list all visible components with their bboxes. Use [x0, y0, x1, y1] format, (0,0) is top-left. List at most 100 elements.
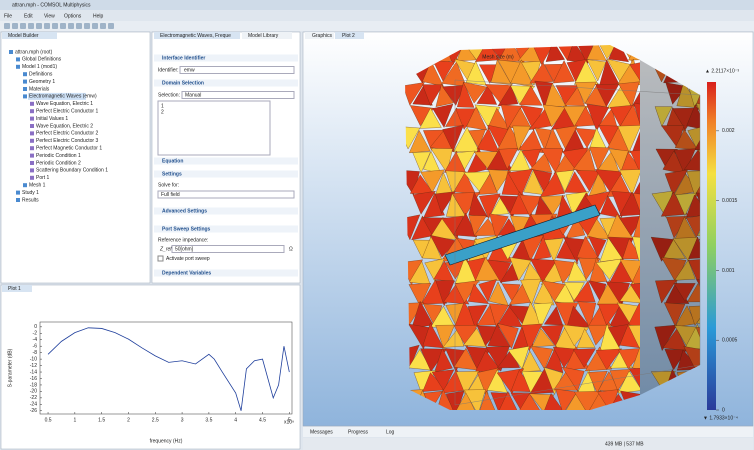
- tree-item[interactable]: Definitions: [29, 72, 53, 78]
- tab[interactable]: [2, 32, 57, 39]
- mesh-triangle: [573, 348, 596, 368]
- tree-item[interactable]: Model 1 (mod1): [22, 64, 57, 70]
- tree-item[interactable]: Electromagnetic Waves (emw): [29, 94, 97, 100]
- mesh-triangle: [630, 148, 640, 172]
- mesh-triangle: [632, 345, 640, 373]
- mesh-triangle: [405, 214, 421, 241]
- tab[interactable]: [2, 285, 32, 292]
- tree-item[interactable]: Periodic Condition 2: [36, 160, 81, 166]
- tree-item[interactable]: Perfect Electric Conductor 3: [36, 138, 98, 144]
- tree-item[interactable]: Geometry 1: [29, 79, 55, 85]
- tree-item[interactable]: Study 1: [22, 190, 39, 196]
- mesh-triangle: [688, 305, 700, 326]
- tree-icon: [30, 161, 34, 165]
- tree-item[interactable]: Wave Equation, Electric 2: [36, 123, 93, 129]
- tab[interactable]: [154, 32, 240, 39]
- tree-icon: [16, 198, 20, 202]
- mesh-triangle: [466, 106, 488, 131]
- tree-item[interactable]: attran.mph (root): [15, 49, 53, 55]
- y-tick-label: -8: [33, 350, 38, 356]
- toolbar-button[interactable]: [44, 23, 50, 29]
- menu-item[interactable]: File: [4, 13, 12, 19]
- tree-item[interactable]: Wave Equation, Electric 1: [36, 101, 93, 107]
- menu-item[interactable]: Help: [93, 13, 104, 19]
- tab-label: Graphics: [312, 33, 333, 39]
- mesh-triangle: [662, 328, 688, 352]
- menu-item[interactable]: View: [44, 13, 55, 19]
- tree-item[interactable]: Perfect Magnetic Conductor 1: [36, 146, 102, 152]
- section-header[interactable]: [154, 170, 298, 178]
- section-header[interactable]: [154, 54, 298, 62]
- toolbar-button[interactable]: [12, 23, 18, 29]
- mesh-triangle: [509, 148, 531, 171]
- toolbar-button[interactable]: [100, 23, 106, 29]
- section-header[interactable]: [154, 157, 298, 165]
- tree-item[interactable]: Initial Values 1: [36, 116, 68, 122]
- mesh-triangle: [462, 81, 488, 104]
- mesh-triangle: [405, 126, 421, 150]
- y-tick-label: -26: [30, 408, 37, 414]
- mesh-triangle: [475, 45, 501, 62]
- menu-item[interactable]: Options: [64, 13, 82, 19]
- list-item: 1: [161, 103, 164, 109]
- tree-item[interactable]: Perfect Electric Conductor 2: [36, 131, 98, 137]
- dropdown[interactable]: [181, 91, 295, 99]
- toolbar-button[interactable]: [76, 23, 82, 29]
- tree-item[interactable]: Scattering Boundary Condition 1: [36, 168, 108, 174]
- section-title: Interface Identifier: [162, 55, 205, 61]
- colorbar-tick-label: 0.0015: [722, 198, 738, 204]
- mesh-triangle: [455, 370, 480, 396]
- toolbar-button[interactable]: [60, 23, 66, 29]
- y-tick-label: -18: [30, 382, 37, 388]
- x-tick-label: 4.5: [259, 417, 266, 423]
- mesh-triangle: [409, 129, 431, 154]
- messages-bar: [303, 427, 753, 437]
- mesh-triangle: [683, 149, 700, 172]
- section-header[interactable]: [154, 79, 298, 87]
- tree-item[interactable]: Global Definitions: [22, 57, 62, 63]
- section-title: Domain Selection: [162, 80, 204, 86]
- mesh-triangle: [453, 347, 479, 371]
- section-header[interactable]: [154, 269, 298, 277]
- tree-item[interactable]: Periodic Condition 1: [36, 153, 81, 159]
- bottom-tab[interactable]: Progress: [348, 429, 369, 435]
- toolbar-button[interactable]: [20, 23, 26, 29]
- toolbar-button[interactable]: [92, 23, 98, 29]
- tree-icon: [30, 109, 34, 114]
- toolbar-button[interactable]: [52, 23, 58, 29]
- section-header[interactable]: [154, 207, 298, 215]
- tab[interactable]: [305, 32, 334, 39]
- mesh-triangle: [533, 235, 552, 261]
- tree-item[interactable]: Perfect Electric Conductor 1: [36, 109, 98, 115]
- tree-item[interactable]: Materials: [29, 86, 50, 92]
- mesh-triangle: [674, 305, 696, 328]
- toolbar-button[interactable]: [36, 23, 42, 29]
- mesh-triangle: [490, 59, 512, 85]
- tree-item[interactable]: Mesh 1: [29, 183, 46, 189]
- tree-item[interactable]: Results: [22, 197, 39, 203]
- mesh-triangle: [586, 59, 607, 82]
- bottom-tab[interactable]: Messages: [310, 429, 333, 435]
- bottom-tab[interactable]: Log: [386, 429, 395, 435]
- toolbar-button[interactable]: [108, 23, 114, 29]
- dropdown[interactable]: [157, 190, 295, 199]
- checkbox[interactable]: [157, 255, 164, 262]
- mesh-triangle: [435, 191, 456, 214]
- menu-item[interactable]: Edit: [24, 13, 33, 19]
- tab[interactable]: [242, 32, 292, 39]
- x-tick-label: 1.5: [98, 417, 105, 423]
- mesh-triangle: [629, 282, 640, 306]
- tab[interactable]: [335, 32, 364, 39]
- mesh-triangle: [564, 86, 585, 106]
- tree-item[interactable]: Port 1: [36, 175, 50, 181]
- mesh-triangle: [431, 369, 455, 392]
- side-shade: [640, 60, 700, 395]
- section-header[interactable]: [154, 225, 298, 233]
- toolbar-button[interactable]: [4, 23, 10, 29]
- mesh-triangle: [588, 236, 607, 258]
- toolbar-button[interactable]: [28, 23, 34, 29]
- y-tick-label: -22: [30, 395, 37, 401]
- toolbar-button[interactable]: [84, 23, 90, 29]
- mesh-triangle: [476, 127, 500, 153]
- toolbar-button[interactable]: [68, 23, 74, 29]
